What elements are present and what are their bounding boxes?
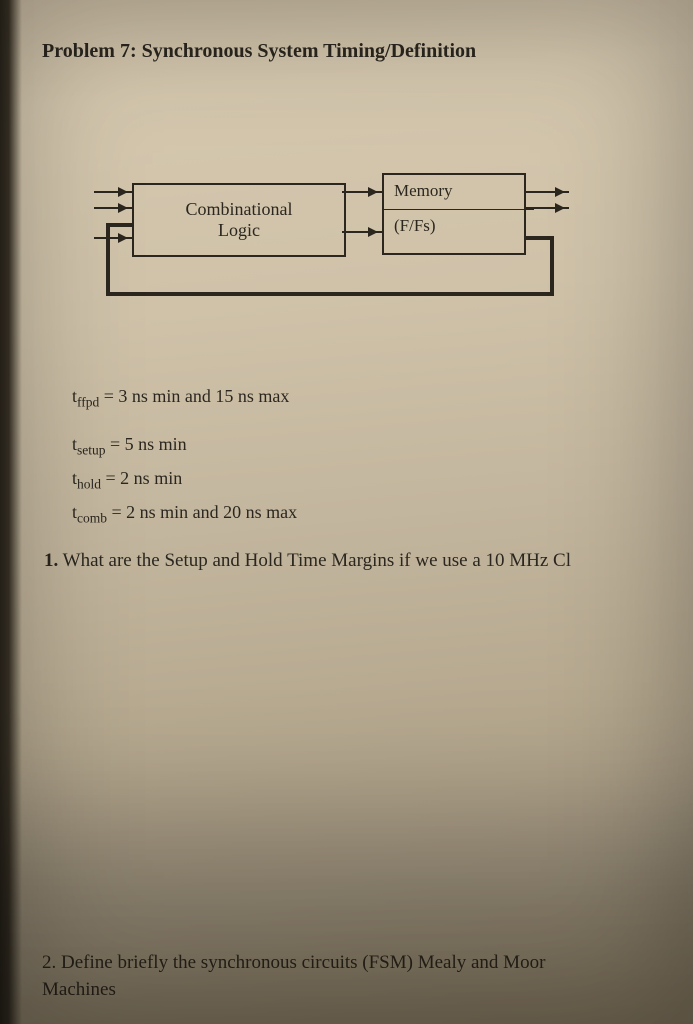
comb-label-2: Logic <box>134 220 344 241</box>
problem-title: Problem 7: Synchronous System Timing/Def… <box>42 40 693 63</box>
feedback-bottom <box>106 292 554 296</box>
comb-to-mem-arrow-2 <box>342 231 382 233</box>
question-2: 2. Define briefly the synchronous circui… <box>42 950 693 1003</box>
input-arrow-1 <box>94 191 132 193</box>
output-arrow-1 <box>524 191 569 193</box>
comb-to-mem-arrow-1 <box>342 191 382 193</box>
q1-text: What are the Setup and Hold Time Margins… <box>58 550 571 571</box>
param-tcomb: tcomb = 2 ns min and 20 ns max <box>72 499 693 529</box>
memory-label: Memory <box>394 181 524 201</box>
feedback-rightdown <box>550 236 554 296</box>
page-left-edge <box>0 0 22 1024</box>
comb-label-1: Combinational <box>134 199 344 220</box>
combinational-logic-box: Combinational Logic <box>132 183 346 257</box>
param-tffpd: tffpd = 3 ns min and 15 ns max <box>72 383 693 413</box>
feedback-leftup <box>106 223 110 296</box>
output-arrow-2 <box>524 207 569 209</box>
memory-box: Memory (F/Fs) <box>382 173 526 255</box>
input-arrow-3 <box>94 237 132 239</box>
question-1: 1. What are the Setup and Hold Time Marg… <box>44 550 693 572</box>
memory-divider <box>384 209 534 210</box>
q2-line2: Machines <box>42 977 693 1004</box>
timing-parameters: tffpd = 3 ns min and 15 ns max tsetup = … <box>72 383 693 528</box>
page-content: Problem 7: Synchronous System Timing/Def… <box>42 40 693 572</box>
q1-number: 1. <box>44 550 58 571</box>
q2-line1: 2. Define briefly the synchronous circui… <box>42 950 693 977</box>
ffs-label: (F/Fs) <box>394 216 524 236</box>
feedback-leftin <box>106 223 132 227</box>
param-tsetup: tsetup = 5 ns min <box>72 431 693 461</box>
param-thold: thold = 2 ns min <box>72 465 693 495</box>
input-arrow-2 <box>94 207 132 209</box>
block-diagram: Combinational Logic Memory (F/Fs) <box>72 163 572 343</box>
